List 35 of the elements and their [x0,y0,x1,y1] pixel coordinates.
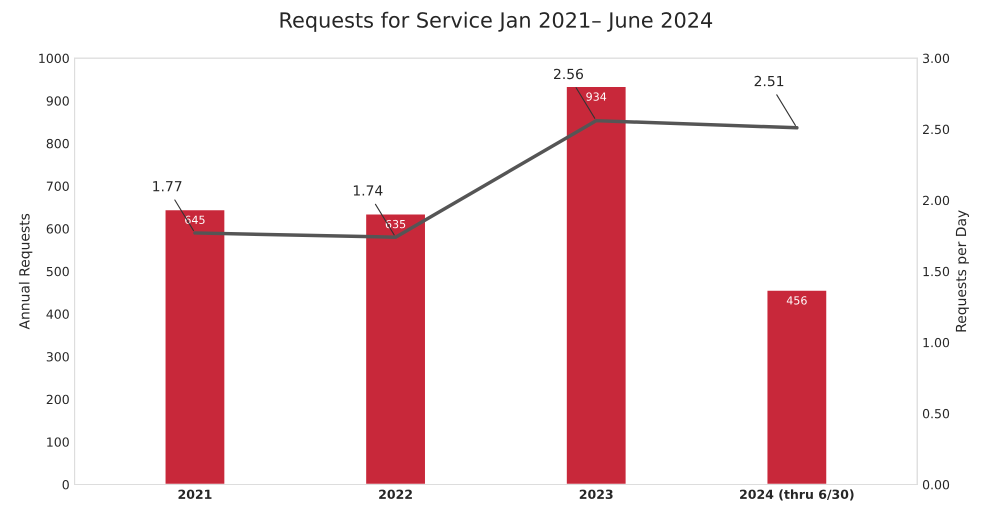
data-label: 934 [586,92,606,101]
y-tick-label: 900 [46,96,69,106]
y2-tick-label: 3.00 [923,54,950,64]
y-tick-label: 0 [62,480,69,490]
y2-tick-label: 1.00 [923,338,950,348]
y-tick-label: 700 [46,182,69,191]
y-tick-label: 500 [46,266,69,276]
y-tick-label: 100 [47,437,69,447]
y-axis-title: Annual Requests [18,214,32,330]
bar [565,86,628,484]
y-tick-label: 1000 [39,54,69,64]
data-label: 2.56 [554,68,584,80]
y-tick-label: 600 [46,224,69,234]
x-tick-label: 2023 [580,490,613,500]
x-tick-label: 2024 (thru 6/30) [740,489,854,501]
y2-tick-label: 1.50 [923,266,950,276]
data-label: 2.51 [754,76,784,86]
chart-title: Requests for Service Jan 2021– June 2024 [280,12,712,32]
y2-axis-title: Requests per Day [956,210,969,332]
y-tick-label: 400 [46,309,69,319]
y2-tick-label: 2.50 [923,124,950,134]
y2-tick-label: 0.00 [922,480,950,490]
data-label: 1.74 [354,185,382,196]
y2-tick-label: 2.00 [923,196,950,206]
y-tick-label: 200 [46,394,69,404]
bar [164,208,226,484]
data-label: 1.77 [153,181,182,192]
y-tick-label: 800 [46,138,69,148]
bar [766,289,828,484]
x-tick-label: 2022 [379,490,412,500]
y-tick-label: 300 [46,352,69,362]
data-label: 456 [786,296,807,305]
x-tick-label: 2021 [178,490,212,500]
bar [364,213,426,484]
y2-tick-label: 0.50 [922,408,950,418]
